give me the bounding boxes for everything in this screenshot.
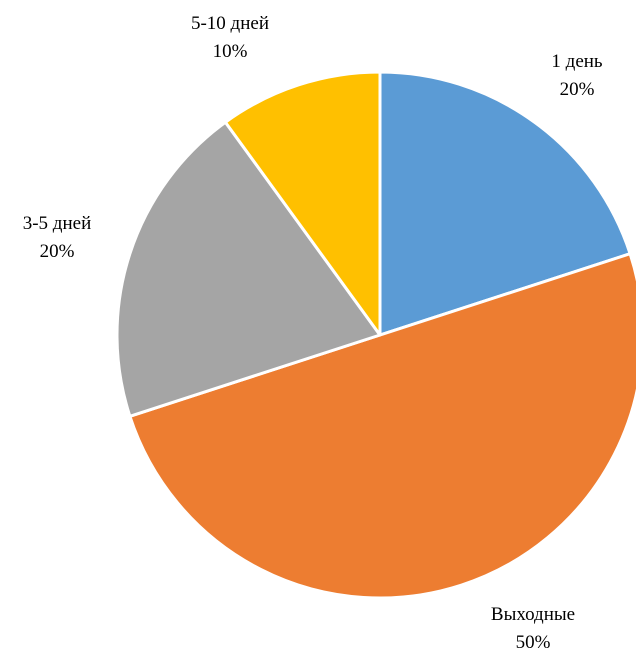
slice-value-label: 10% bbox=[213, 41, 248, 62]
pie-slices bbox=[115, 70, 636, 600]
slice-label-group-3: 5-10 дней 10% bbox=[191, 13, 269, 62]
pie-slice-0 bbox=[378, 70, 632, 337]
slice-category-label: 3-5 дней bbox=[23, 213, 92, 234]
slice-category-label: 1 день bbox=[551, 51, 603, 72]
pie-slice-3 bbox=[223, 70, 382, 337]
slice-label-group-2: 3-5 дней 20% bbox=[23, 213, 92, 262]
slice-value-label: 20% bbox=[560, 79, 595, 100]
pie-slice-1 bbox=[128, 252, 636, 600]
slice-label-group-1: Выходные 50% bbox=[491, 604, 575, 653]
slice-value-label: 20% bbox=[40, 241, 75, 262]
slice-category-label: Выходные bbox=[491, 604, 575, 625]
pie-slice-2 bbox=[115, 120, 382, 418]
slice-category-label: 5-10 дней bbox=[191, 13, 269, 34]
slice-value-label: 50% bbox=[516, 632, 551, 653]
pie-labels: 1 день 20% Выходные 50% 3-5 дней 20% 5-10 дней… bbox=[23, 13, 603, 653]
slice-label-group-0: 1 день 20% bbox=[551, 51, 603, 100]
